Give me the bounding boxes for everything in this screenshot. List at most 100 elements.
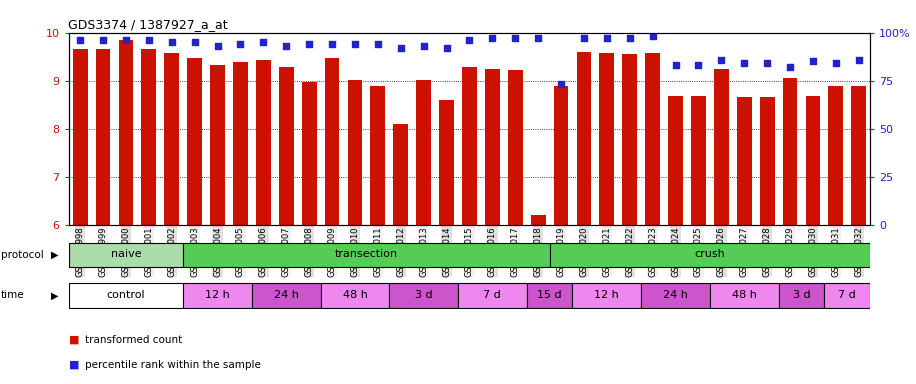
Bar	[507, 70, 523, 225]
Bar	[572, 283, 641, 308]
Bar	[439, 100, 454, 225]
Bar	[69, 283, 183, 308]
Bar	[645, 53, 660, 225]
Text: 7 d: 7 d	[484, 290, 501, 300]
Bar	[641, 283, 710, 308]
Text: percentile rank within the sample: percentile rank within the sample	[85, 360, 261, 370]
Point	[278, 43, 293, 49]
Bar	[210, 65, 225, 225]
Bar	[530, 215, 546, 225]
Bar	[393, 124, 409, 225]
Point	[324, 41, 339, 47]
Bar	[187, 58, 202, 225]
Bar	[183, 283, 252, 308]
Point	[599, 35, 614, 41]
Point	[370, 41, 385, 47]
Point	[439, 45, 453, 51]
Bar	[233, 62, 248, 225]
Point	[851, 56, 866, 63]
Text: transection: transection	[335, 250, 398, 260]
Text: 24 h: 24 h	[663, 290, 688, 300]
Point	[164, 39, 179, 45]
Bar	[118, 40, 134, 225]
Bar	[324, 58, 340, 225]
Text: 7 d: 7 d	[838, 290, 856, 300]
Bar	[736, 98, 752, 225]
Bar	[805, 96, 821, 225]
Bar	[576, 52, 592, 225]
Text: ▶: ▶	[51, 250, 59, 260]
Bar	[347, 80, 363, 225]
Point	[416, 43, 431, 49]
Text: 12 h: 12 h	[594, 290, 619, 300]
Point	[576, 35, 591, 41]
Bar	[183, 243, 550, 267]
Bar	[714, 69, 729, 225]
Bar	[851, 86, 867, 225]
Bar	[389, 283, 458, 308]
Bar	[69, 243, 183, 267]
Bar	[668, 96, 683, 225]
Text: 12 h: 12 h	[205, 290, 230, 300]
Bar	[458, 283, 527, 308]
Text: 3 d: 3 d	[415, 290, 432, 300]
Point	[714, 56, 728, 63]
Text: naive: naive	[111, 250, 141, 260]
Point	[622, 35, 637, 41]
Text: ■: ■	[69, 360, 82, 370]
Bar	[599, 53, 615, 225]
Bar	[278, 67, 294, 225]
Point	[805, 58, 820, 65]
Bar	[691, 96, 706, 225]
Bar	[759, 98, 775, 225]
Text: GDS3374 / 1387927_a_at: GDS3374 / 1387927_a_at	[68, 18, 227, 31]
Text: control: control	[106, 290, 146, 300]
Bar	[252, 283, 321, 308]
Text: protocol: protocol	[1, 250, 44, 260]
Bar	[779, 283, 824, 308]
Point	[301, 41, 316, 47]
Point	[256, 39, 270, 45]
Point	[759, 60, 774, 66]
Text: transformed count: transformed count	[85, 335, 182, 345]
Bar	[416, 80, 431, 225]
Bar	[256, 60, 271, 225]
Bar	[95, 50, 111, 225]
Point	[828, 60, 843, 66]
Point	[507, 35, 522, 41]
Bar	[462, 67, 477, 225]
Bar	[622, 54, 638, 225]
Bar	[370, 86, 386, 225]
Text: 48 h: 48 h	[343, 290, 367, 300]
Text: 24 h: 24 h	[274, 290, 299, 300]
Point	[72, 37, 87, 43]
Point	[210, 43, 224, 49]
Point	[393, 45, 408, 51]
Bar	[710, 283, 779, 308]
Point	[347, 41, 362, 47]
Bar	[141, 50, 157, 225]
Point	[530, 35, 545, 41]
Text: ▶: ▶	[51, 290, 59, 300]
Point	[645, 33, 660, 40]
Point	[118, 37, 133, 43]
Bar	[550, 243, 870, 267]
Point	[736, 60, 751, 66]
Text: 48 h: 48 h	[732, 290, 757, 300]
Text: time: time	[1, 290, 25, 300]
Point	[187, 39, 202, 45]
Bar	[553, 86, 569, 225]
Text: ■: ■	[69, 335, 82, 345]
Point	[553, 81, 568, 88]
Point	[668, 62, 682, 68]
Point	[141, 37, 156, 43]
Text: 3 d: 3 d	[792, 290, 811, 300]
Point	[462, 37, 476, 43]
Bar	[485, 69, 500, 225]
Point	[95, 37, 110, 43]
Bar	[72, 50, 88, 225]
Text: 15 d: 15 d	[538, 290, 562, 300]
Point	[691, 62, 705, 68]
Text: crush: crush	[694, 250, 725, 260]
Bar	[782, 78, 798, 225]
